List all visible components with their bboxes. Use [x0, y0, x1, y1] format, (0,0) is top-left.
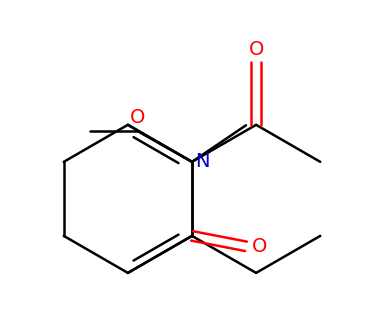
Text: O: O [130, 108, 146, 127]
Text: N: N [195, 152, 210, 171]
Text: O: O [252, 237, 268, 256]
Text: O: O [248, 40, 264, 59]
